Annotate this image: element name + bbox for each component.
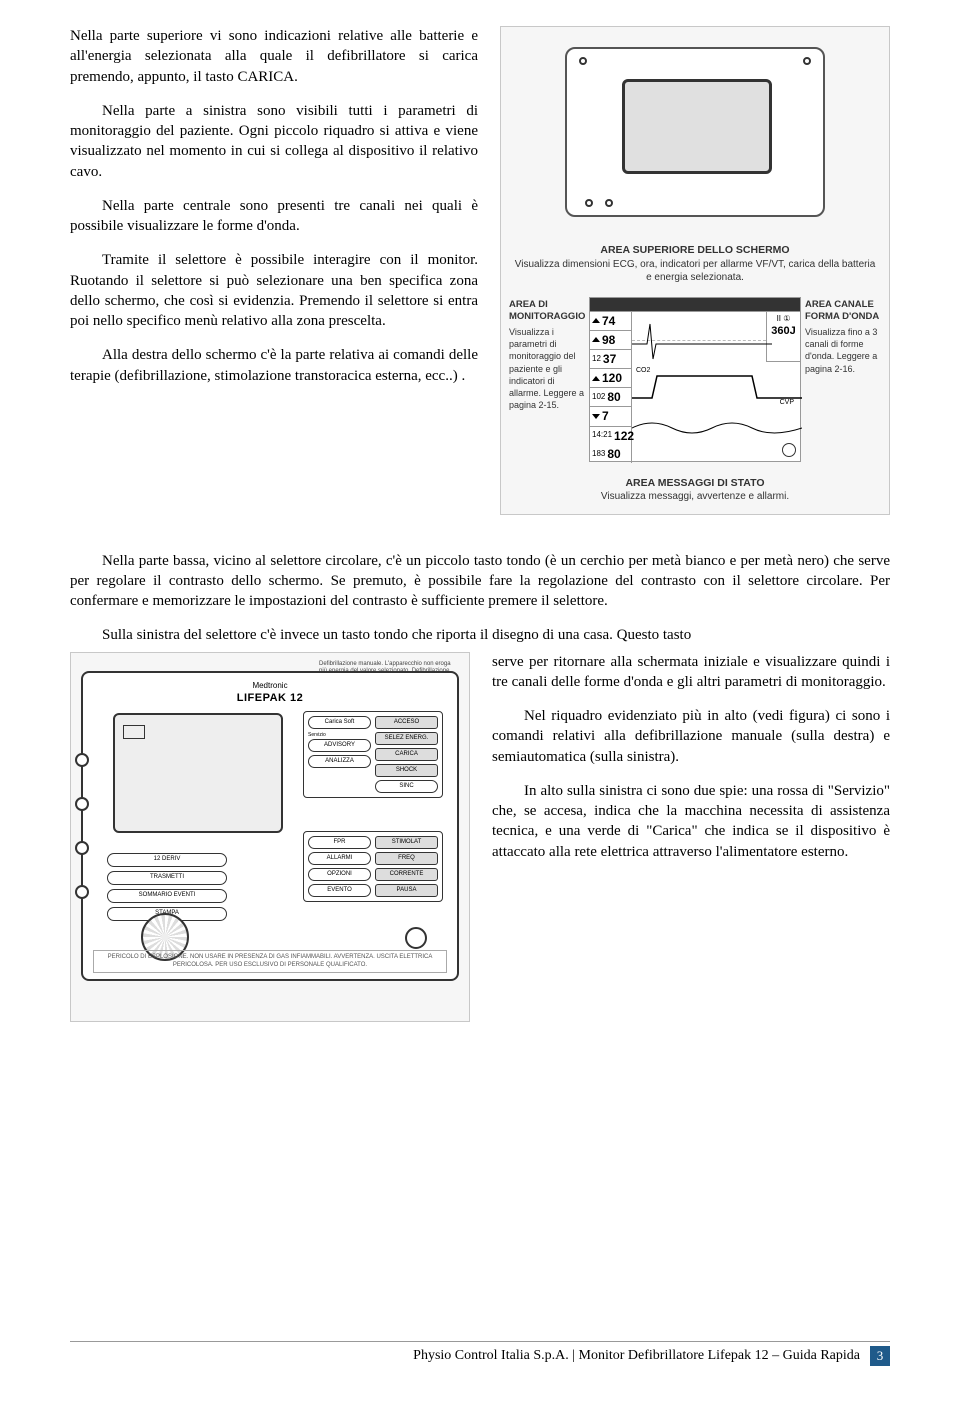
knob-icon [405,927,427,949]
figure-1-monitor-row: AREA DI MONITORAGGIO Visualizza i parame… [501,293,889,470]
port-icon [75,797,89,811]
panel-button: OPZIONI [308,868,371,881]
figure-1: AREA SUPERIORE DELLO SCHERMO Visualizza … [500,26,890,515]
paragraph-1: Nella parte superiore vi sono indicazion… [70,26,478,87]
panel-button: FREQ [375,852,438,865]
figure-2-warning: PERICOLO DI ESPLOSIONE. NON USARE IN PRE… [93,950,447,972]
figure-1-top-caption: AREA SUPERIORE DELLO SCHERMO Visualizza … [501,237,889,293]
paragraph-3: Nella parte centrale sono presenti tre c… [70,196,478,237]
figure-2: Defibrillazione manuale. L'apparecchio n… [70,652,470,1022]
panel-button: EVENTO [308,884,371,897]
paragraph-7a: Sulla sinistra del selettore c'è invece … [70,625,890,645]
lifepak-body: Medtronic LIFEPAK 12 Carica Soft Servizi… [81,671,459,981]
caption-title: AREA SUPERIORE DELLO SCHERMO [600,244,789,256]
figure-1-right-label: AREA CANALE FORMA D'ONDA Visualizza fino… [801,297,885,377]
right-text-column: serve per ritornare alla schermata inizi… [492,652,890,1022]
port-icon [75,841,89,855]
panel-button: SELEZ ENERG. [375,732,438,745]
page-number: 3 [870,1346,890,1366]
lifepak-brand: Medtronic LIFEPAK 12 [237,681,304,707]
panel-button: SHOCK [375,764,438,777]
panel-button: SOMMARIO EVENTI [107,889,227,903]
panel-button: ALLARMI [308,852,371,865]
figure-1-box: AREA SUPERIORE DELLO SCHERMO Visualizza … [500,26,890,515]
panel-button: Carica Soft [308,716,371,729]
lifepak-center-panel: FPR ALLARMI OPZIONI EVENTO STIMOLAT FREQ… [303,831,443,902]
page-footer: Physio Control Italia S.p.A. | Monitor D… [70,1341,890,1366]
paragraph-2: Nella parte a sinistra sono visibili tut… [70,101,478,182]
paragraph-7b: serve per ritornare alla schermata inizi… [492,652,890,693]
paragraph-5: Alla destra dello schermo c'è la parte r… [70,345,478,386]
figure-1-monitor: 74 98 1237 120 10280 7 14:21122 18380 II… [589,297,801,462]
panel-button: TRASMETTI [107,871,227,885]
paragraph-6: Nella parte bassa, vicino al selettore c… [70,551,890,612]
port-icon [75,753,89,767]
lifepak-top-panel: Carica Soft Servizio ADVISORY ANALIZZA A… [303,711,443,798]
figure-1-bottom-caption: AREA MESSAGGI DI STATO Visualizza messag… [501,470,889,514]
panel-button: ACCESO [375,716,438,729]
panel-button: 12 DERIV [107,853,227,867]
port-icon [75,885,89,899]
figure-2-box: Defibrillazione manuale. L'apparecchio n… [70,652,470,1022]
panel-button: PAUSA [375,884,438,897]
paragraph-9: In alto sulla sinistra ci sono due spie:… [492,781,890,862]
paragraph-8: Nel riquadro evidenziato più in alto (ve… [492,706,890,767]
top-section: Nella parte superiore vi sono indicazion… [70,26,890,515]
figure-1-left-label: AREA DI MONITORAGGIO Visualizza i parame… [505,297,589,414]
panel-button: STIMOLAT [375,836,438,849]
panel-button: SINC [375,780,438,793]
caption-text: Visualizza dimensioni ECG, ora, indicato… [515,259,876,284]
panel-button: CARICA [375,748,438,761]
figure-1-device [501,27,889,237]
panel-button: ANALIZZA [308,755,371,768]
footer-text: Physio Control Italia S.p.A. | Monitor D… [413,1347,860,1366]
paragraph-4: Tramite il selettore è possibile interag… [70,250,478,331]
lifepak-left-buttons: 12 DERIV TRASMETTI SOMMARIO EVENTI STAMP… [107,853,227,921]
panel-button: CORRENTE [375,868,438,881]
bottom-section: Defibrillazione manuale. L'apparecchio n… [70,652,890,1022]
panel-button: FPR [308,836,371,849]
left-text-column: Nella parte superiore vi sono indicazion… [70,26,478,515]
panel-button: ADVISORY [308,739,371,752]
